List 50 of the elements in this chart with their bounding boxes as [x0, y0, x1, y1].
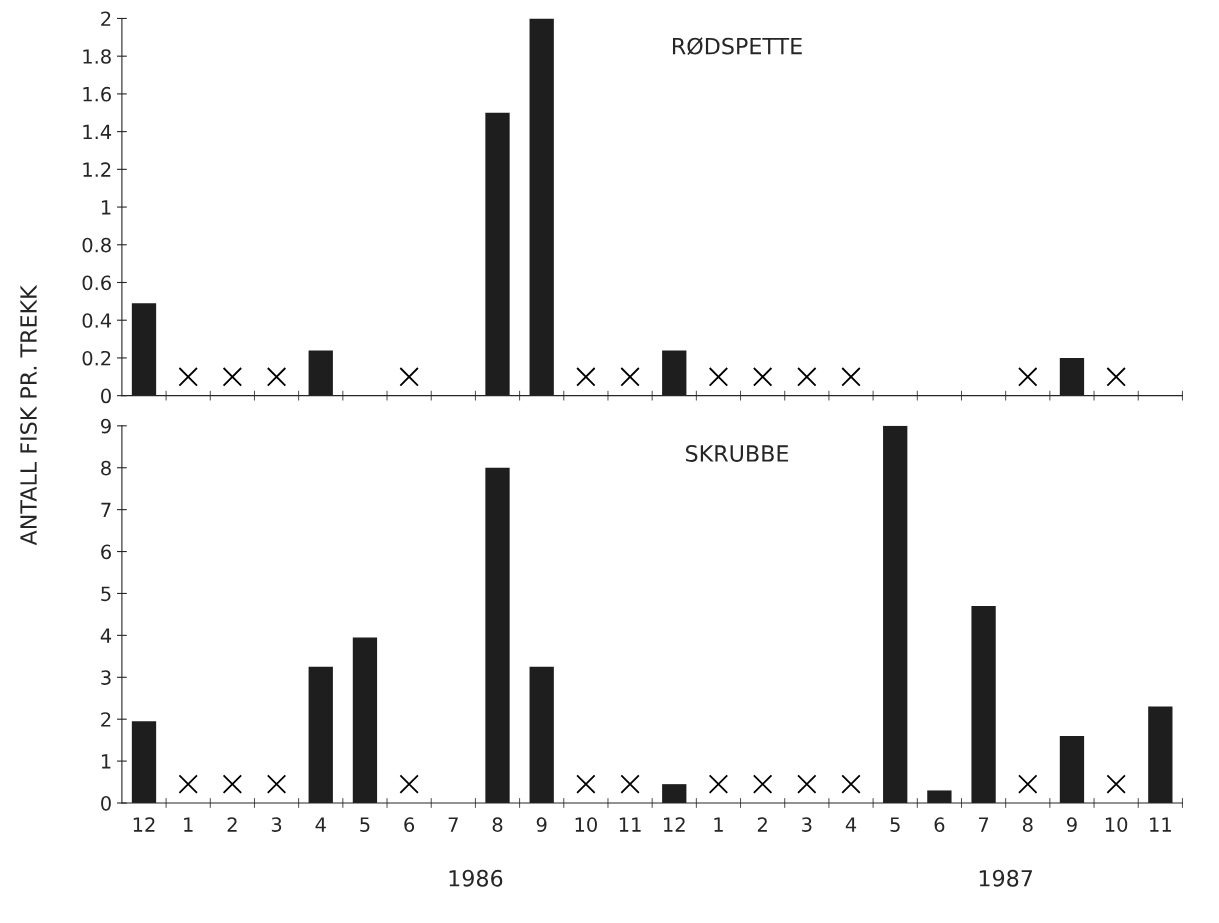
x-tick-label: 9 [536, 817, 547, 832]
y-tick-label: 1.6 [83, 86, 111, 102]
x-tick-label: 11 [1150, 817, 1171, 832]
x-tick-label: 10 [575, 817, 597, 832]
x-tick-label: 6 [934, 817, 945, 832]
y-tick-label: 0 [101, 388, 111, 404]
y-tick-label: 1.8 [83, 49, 111, 64]
y-tick-label: 2 [101, 11, 111, 26]
y-tick-label: 0.8 [82, 237, 111, 253]
y-tick-label: 0.4 [82, 313, 112, 328]
text: 1986 [449, 869, 503, 887]
y-tick-label: 8 [101, 460, 111, 476]
x-tick-label: 10 [1105, 817, 1128, 832]
y-tick-label: 1 [101, 200, 111, 215]
x-tick-label: 2 [757, 817, 767, 832]
y-tick-label: 1.4 [83, 124, 112, 139]
x-tick-label: 2 [227, 817, 237, 832]
y-tick-label: 9 [101, 418, 111, 434]
y-tick-label: 0.2 [82, 350, 111, 366]
y-tick-label: 1.2 [83, 162, 111, 177]
y-axis-title: ANTALL FISK PR. TREKK [20, 284, 37, 546]
x-tick-label: 9 [1067, 817, 1077, 832]
y-tick-label: 3 [101, 670, 111, 685]
y-tick-label: 0 [101, 795, 111, 811]
x-tick-label: 7 [978, 817, 989, 832]
x-tick-label: 1 [184, 817, 193, 832]
x-tick-label: 3 [271, 817, 282, 832]
x-tick-label: 4 [845, 817, 857, 832]
y-tick-label: 5 [101, 586, 111, 602]
x-tick-label: 12 [664, 817, 685, 832]
x-tick-label: 7 [448, 817, 458, 832]
y-tick-label: 1 [101, 754, 111, 769]
x-tick-label: 8 [492, 817, 503, 832]
text: SKRUBBE [686, 445, 789, 462]
x-tick-label: 6 [404, 817, 415, 832]
y-tick-label: 7 [101, 502, 111, 518]
x-tick-label: 8 [1022, 817, 1033, 832]
x-tick-label: 12 [133, 817, 155, 832]
x-tick-label: 3 [802, 817, 812, 832]
y-tick-label: 0.6 [82, 275, 111, 291]
text: RØDSPETTE [672, 37, 802, 55]
y-tick-label: 4 [100, 628, 112, 643]
x-tick-label: 5 [360, 817, 370, 832]
x-tick-label: 1 [714, 817, 723, 832]
x-tick-label: 5 [890, 817, 900, 832]
y-tick-label: 6 [101, 544, 111, 560]
x-tick-label: 4 [315, 817, 326, 832]
text: 1987 [979, 869, 1033, 887]
x-tick-label: 11 [619, 817, 641, 832]
y-tick-label: 2 [101, 712, 111, 727]
